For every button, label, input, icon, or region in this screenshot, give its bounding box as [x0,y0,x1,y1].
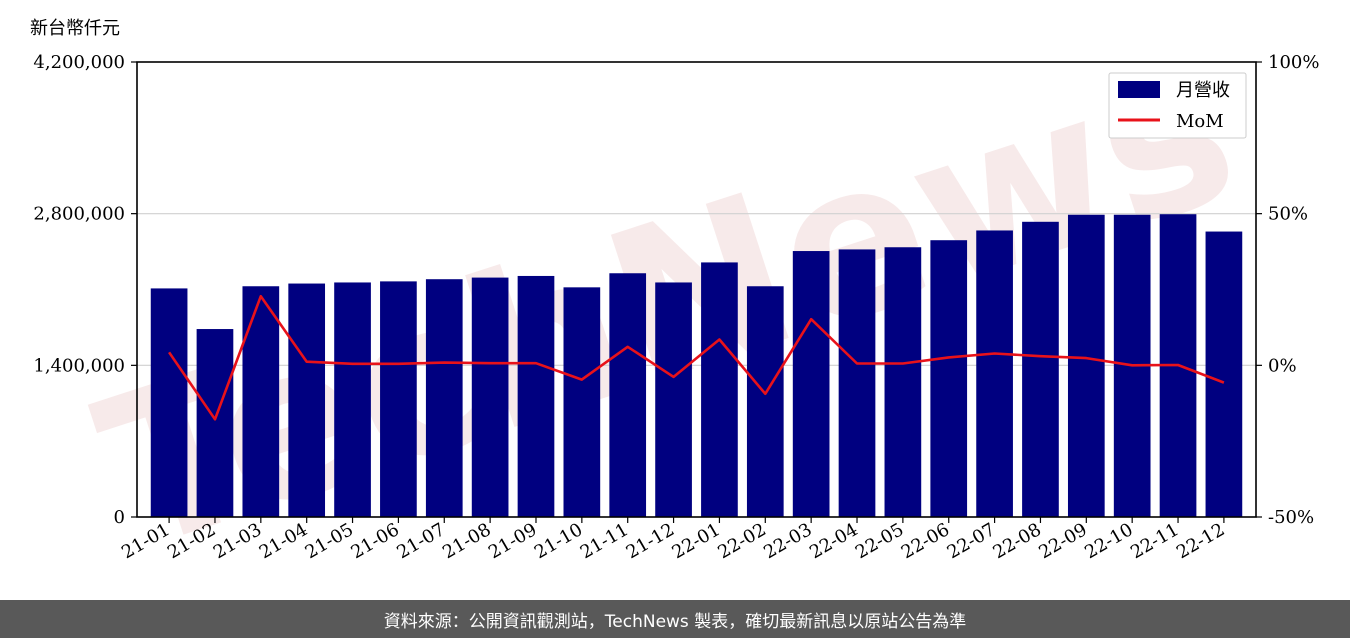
bar-22-06 [930,240,968,518]
x-tick-label-21-10: 21-10 [531,519,586,563]
bar-22-07 [976,230,1013,518]
right-tick-label-3: 100% [1268,52,1319,73]
left-tick-label-1: 1,400,000 [33,355,125,376]
x-tick-label-22-12: 22-12 [1173,519,1228,563]
bar-21-06 [380,281,417,517]
bar-22-08 [1022,221,1059,517]
x-tick-label-22-03: 22-03 [760,519,815,563]
bar-21-09 [517,275,555,517]
x-tick-label-21-12: 21-12 [623,519,678,563]
bar-21-10 [563,287,601,517]
bar-22-03 [792,251,830,517]
bar-21-04 [288,283,326,517]
x-tick-label-22-10: 22-10 [1081,519,1136,563]
x-tick-label-22-07: 22-07 [944,519,999,563]
source-footer: 資料來源：公開資訊觀測站，TechNews 製表，確切最新訊息以原站公告為準 [0,600,1350,638]
bar-21-02 [196,329,234,517]
mom-line [168,294,1225,421]
x-tick-label-22-05: 22-05 [852,519,907,563]
bar-22-02 [746,286,784,517]
legend: 月營收 MoM [1108,72,1247,139]
y-axis-unit-label: 新台幣仟元 [30,18,120,39]
bar-21-01 [150,288,188,517]
bar-21-03 [242,286,280,517]
plot-frame [136,61,1257,518]
x-tick-label-21-11: 21-11 [577,519,632,563]
bar-21-12 [655,282,692,517]
bar-21-08 [471,277,509,517]
mom-line-series [168,294,1225,421]
bar-21-07 [425,279,463,517]
x-tick-label-22-01: 22-01 [668,519,723,563]
bar-22-09 [1067,214,1105,517]
x-tick-label-21-09: 21-09 [485,519,540,563]
bar-22-05 [884,247,922,517]
legend-label-mom: MoM [1176,111,1224,132]
right-tick-label-0: -50% [1268,507,1314,528]
x-tick-label-21-08: 21-08 [439,519,494,563]
left-tick-label-0: 0 [114,507,125,528]
left-tick-label-3: 4,200,000 [33,52,125,73]
bar-21-05 [334,282,371,517]
left-tick-label-2: 2,800,000 [33,204,125,225]
bar-22-01 [701,262,738,517]
x-tick-label-22-04: 22-04 [806,519,861,563]
x-tick-label-22-09: 22-09 [1035,519,1090,563]
bar-21-11 [609,273,647,517]
legend-label-revenue: 月營收 [1176,80,1230,101]
bar-22-04 [838,249,876,517]
bar-22-12 [1205,231,1243,517]
x-tick-label-22-06: 22-06 [898,519,953,563]
x-tick-label-22-08: 22-08 [990,519,1045,563]
x-tick-label-21-07: 21-07 [393,519,448,563]
x-tick-label-22-11: 22-11 [1127,519,1182,563]
right-tick-label-1: 0% [1268,355,1297,376]
legend-bar-swatch [1118,81,1160,98]
x-tick-label-22-02: 22-02 [714,519,769,563]
right-tick-label-2: 50% [1268,204,1308,225]
bar-series [150,214,1243,518]
revenue-chart: TechNews 01,400,0002,800,0004,200,000-50… [33,4,1319,598]
